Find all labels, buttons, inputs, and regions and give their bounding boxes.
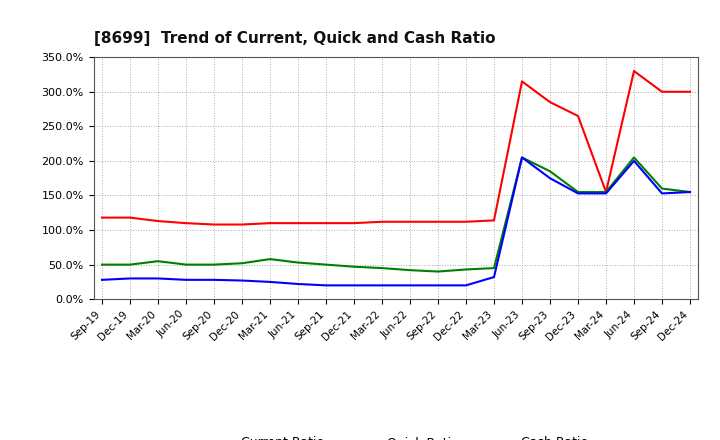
Quick Ratio [126,262,135,267]
Current Ratio [210,222,218,227]
Current Ratio [98,215,107,220]
Current Ratio [322,220,330,226]
Current Ratio [350,220,359,226]
Cash Ratio [490,275,498,280]
Current Ratio [630,68,639,73]
Cash Ratio [98,277,107,282]
Current Ratio [574,114,582,119]
Quick Ratio [378,265,387,271]
Quick Ratio [98,262,107,267]
Current Ratio [181,220,190,226]
Cash Ratio [266,279,274,285]
Current Ratio [405,219,414,224]
Quick Ratio [574,189,582,194]
Quick Ratio [153,259,162,264]
Cash Ratio [630,158,639,164]
Line: Quick Ratio: Quick Ratio [102,158,690,271]
Current Ratio [462,219,470,224]
Quick Ratio [433,269,442,274]
Quick Ratio [238,260,246,266]
Quick Ratio [657,186,666,191]
Cash Ratio [602,191,611,196]
Quick Ratio [490,265,498,271]
Quick Ratio [685,189,694,194]
Cash Ratio [350,283,359,288]
Quick Ratio [181,262,190,267]
Current Ratio [266,220,274,226]
Quick Ratio [546,169,554,174]
Current Ratio [378,219,387,224]
Cash Ratio [153,276,162,281]
Cash Ratio [518,155,526,160]
Cash Ratio [181,277,190,282]
Cash Ratio [405,283,414,288]
Quick Ratio [518,155,526,160]
Current Ratio [126,215,135,220]
Quick Ratio [350,264,359,269]
Cash Ratio [657,191,666,196]
Cash Ratio [378,283,387,288]
Quick Ratio [630,155,639,160]
Cash Ratio [685,189,694,194]
Cash Ratio [574,191,582,196]
Quick Ratio [405,268,414,273]
Text: [8699]  Trend of Current, Quick and Cash Ratio: [8699] Trend of Current, Quick and Cash … [94,31,495,46]
Current Ratio [602,189,611,194]
Legend: Current Ratio, Quick Ratio, Cash Ratio: Current Ratio, Quick Ratio, Cash Ratio [199,431,593,440]
Cash Ratio [210,277,218,282]
Current Ratio [433,219,442,224]
Current Ratio [685,89,694,95]
Cash Ratio [462,283,470,288]
Quick Ratio [266,257,274,262]
Current Ratio [518,79,526,84]
Cash Ratio [126,276,135,281]
Quick Ratio [462,267,470,272]
Quick Ratio [322,262,330,267]
Current Ratio [546,99,554,105]
Cash Ratio [322,283,330,288]
Cash Ratio [546,176,554,181]
Quick Ratio [210,262,218,267]
Quick Ratio [602,189,611,194]
Current Ratio [153,218,162,224]
Current Ratio [490,218,498,223]
Cash Ratio [238,278,246,283]
Line: Current Ratio: Current Ratio [102,71,690,224]
Current Ratio [238,222,246,227]
Cash Ratio [294,281,302,286]
Quick Ratio [294,260,302,265]
Line: Cash Ratio: Cash Ratio [102,158,690,286]
Current Ratio [657,89,666,95]
Cash Ratio [433,283,442,288]
Current Ratio [294,220,302,226]
